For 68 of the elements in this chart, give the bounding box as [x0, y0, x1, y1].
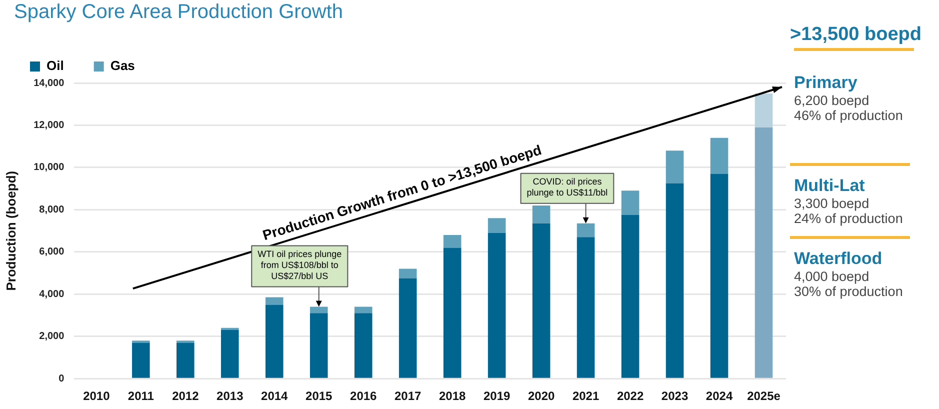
x-tick-label: 2013	[216, 389, 244, 404]
x-tick-label: 2020	[528, 389, 555, 404]
legend-label: Gas	[110, 58, 135, 74]
x-tick-label: 2012	[172, 389, 200, 404]
bar	[443, 248, 462, 378]
x-tick-label: 2015	[306, 389, 333, 404]
x-tick-label: 2019	[483, 389, 510, 404]
bar	[710, 174, 728, 378]
bar	[710, 138, 728, 174]
x-tick-label: 2025e	[747, 389, 781, 404]
bar	[354, 306, 372, 314]
y-tick-label: 2,000	[39, 331, 65, 342]
bar	[398, 268, 417, 278]
x-tick-label: 2010	[83, 389, 110, 404]
x-tick-label: 2024	[706, 389, 733, 404]
bar	[666, 183, 684, 378]
y-tick-label: 4,000	[39, 288, 65, 300]
bar	[754, 127, 773, 378]
x-tick-label: 2016	[350, 389, 378, 404]
y-tick-label: 6,000	[39, 246, 65, 258]
chart-title: Sparky Core Area Production Growth	[13, 0, 344, 24]
y-tick-label: 10,000	[34, 162, 65, 174]
text: 3,300 boepd	[794, 196, 870, 211]
y-axis-title: Production (boepd)	[3, 170, 18, 291]
bar	[532, 223, 550, 378]
bar	[265, 304, 284, 378]
x-tick-label: 2018	[438, 389, 466, 404]
text: 24% of production	[794, 211, 904, 226]
bar	[621, 190, 640, 215]
bar	[443, 235, 462, 248]
annotation: WTI oil prices plunge from US$108/bbl to US$27/bbl US	[258, 248, 342, 281]
bar	[132, 342, 150, 378]
x-tick-label: 2014	[261, 389, 288, 404]
bar	[176, 342, 194, 378]
bar	[265, 297, 284, 305]
text: >13,500 boepd	[790, 24, 922, 46]
bar	[532, 205, 550, 224]
bar	[310, 306, 328, 314]
y-tick-label: 14,000	[34, 78, 65, 89]
bar	[488, 218, 506, 233]
bar	[310, 313, 328, 378]
y-tick-label: 0	[58, 373, 65, 384]
bar	[221, 328, 239, 330]
text: 6,200 boepd	[794, 93, 870, 108]
x-tick-label: 2023	[661, 389, 688, 404]
bar	[398, 278, 417, 378]
annotation: COVID: oil prices plunge to US$11/bbl	[526, 176, 608, 198]
bar	[221, 330, 239, 378]
legend-label: Oil	[46, 58, 64, 74]
x-tick-label: 2011	[128, 389, 154, 404]
y-tick-label: 8,000	[39, 204, 65, 216]
bar	[354, 313, 372, 378]
x-tick-label: 2021	[572, 389, 600, 404]
y-tick-label: 12,000	[34, 120, 65, 131]
bar	[576, 237, 595, 378]
text: 46% of production	[794, 108, 904, 123]
x-tick-label: 2022	[616, 389, 644, 404]
bar	[621, 214, 640, 378]
text: Primary	[794, 73, 858, 93]
text: 4,000 boepd	[794, 269, 870, 284]
text: Waterflood	[794, 249, 884, 269]
bar	[488, 232, 506, 378]
bar	[576, 223, 595, 238]
bar	[754, 94, 773, 128]
text: 30% of production	[794, 284, 904, 299]
bar	[666, 150, 684, 184]
x-tick-label: 2017	[394, 389, 422, 404]
text: Multi-Lat	[794, 176, 866, 196]
